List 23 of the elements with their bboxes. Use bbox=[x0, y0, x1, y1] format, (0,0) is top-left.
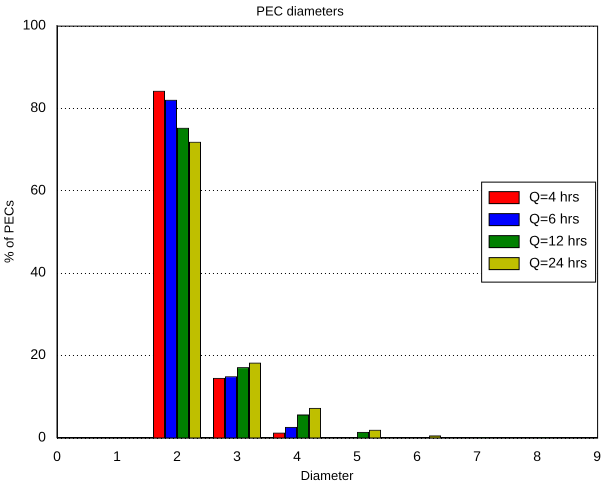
x-tick-label: 0 bbox=[53, 448, 62, 464]
legend-label: Q=12 hrs bbox=[529, 232, 588, 248]
x-tick-label: 6 bbox=[413, 448, 422, 464]
legend-label: Q=24 hrs bbox=[529, 254, 588, 270]
x-tick-label: 7 bbox=[473, 448, 482, 464]
y-tick-label: 40 bbox=[30, 264, 46, 280]
legend-label: Q=4 hrs bbox=[529, 188, 580, 204]
y-tick-label: 80 bbox=[30, 98, 46, 115]
chart-title: PEC diameters bbox=[256, 3, 344, 18]
y-tick-label: 20 bbox=[30, 346, 46, 362]
x-tick-label: 5 bbox=[353, 448, 362, 464]
x-tick-label: 1 bbox=[113, 448, 122, 464]
x-tick-label: 3 bbox=[233, 448, 242, 464]
y-tick-label: 60 bbox=[30, 181, 46, 198]
y-tick-label: 100 bbox=[22, 16, 46, 32]
x-axis-title: Diameter bbox=[300, 468, 354, 483]
y-tick-label: 0 bbox=[38, 428, 46, 444]
legend-label: Q=6 hrs bbox=[529, 210, 580, 226]
x-tick-label: 2 bbox=[173, 448, 182, 464]
x-tick-label: 8 bbox=[533, 448, 542, 464]
x-tick-label: 9 bbox=[593, 448, 602, 464]
y-axis-title: % of PECs bbox=[1, 200, 16, 264]
x-tick-label: 4 bbox=[293, 448, 302, 464]
